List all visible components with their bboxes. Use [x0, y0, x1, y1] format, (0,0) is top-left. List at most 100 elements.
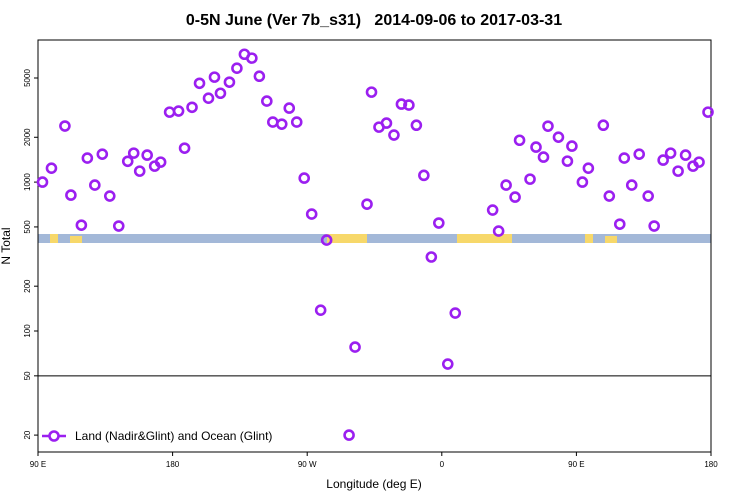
legend-marker — [48, 430, 60, 442]
band-land — [457, 234, 512, 243]
point — [418, 169, 430, 182]
point — [672, 165, 684, 177]
point — [314, 304, 327, 316]
point — [36, 176, 49, 188]
point — [81, 152, 94, 164]
x-axis-label: Longitude (deg E) — [326, 477, 421, 491]
point — [163, 106, 176, 118]
point — [509, 191, 521, 203]
y-tick-label: 200 — [23, 279, 32, 293]
point — [664, 147, 677, 159]
point — [449, 307, 462, 319]
point — [186, 101, 198, 114]
point — [395, 98, 408, 110]
point — [633, 148, 646, 160]
point — [65, 189, 77, 201]
point — [267, 116, 279, 128]
point — [625, 179, 638, 191]
point — [202, 92, 215, 104]
point — [141, 149, 153, 161]
point — [657, 154, 669, 166]
band — [38, 234, 711, 243]
point — [154, 156, 167, 168]
band-land — [605, 236, 617, 243]
point — [112, 220, 125, 232]
point — [45, 162, 58, 174]
point — [492, 225, 505, 237]
point — [693, 156, 705, 168]
band-land — [50, 234, 58, 243]
point — [121, 155, 134, 168]
legend-label: Land (Nadir&Glint) and Ocean (Glint) — [75, 429, 272, 443]
point — [298, 172, 311, 184]
point — [208, 71, 221, 83]
point — [582, 162, 595, 174]
point — [561, 155, 574, 167]
point — [172, 105, 185, 117]
point — [59, 120, 71, 132]
point — [75, 219, 88, 231]
band-land — [585, 234, 593, 243]
point — [103, 190, 116, 202]
point — [530, 141, 542, 153]
point — [702, 106, 714, 118]
y-tick-label: 1000 — [23, 173, 32, 191]
point — [275, 118, 288, 130]
point — [365, 86, 378, 98]
point — [524, 173, 536, 185]
x-tick-label: 180 — [704, 460, 718, 469]
point — [648, 220, 660, 232]
point — [552, 131, 565, 143]
point — [349, 341, 361, 353]
x-tick-label: 180 — [166, 460, 180, 469]
x-tick-label: 90 W — [298, 460, 317, 469]
point — [603, 190, 616, 202]
y-tick-label: 500 — [23, 220, 32, 234]
surface-band — [38, 234, 711, 243]
point — [214, 87, 227, 100]
point — [410, 119, 423, 132]
point — [283, 102, 296, 114]
point — [223, 76, 236, 88]
point — [193, 77, 206, 90]
point — [486, 204, 499, 216]
y-tick-label: 50 — [23, 371, 32, 380]
x-tick-label: 90 E — [30, 460, 46, 469]
point — [388, 129, 400, 141]
point — [597, 119, 610, 132]
y-tick-label: 5000 — [23, 69, 32, 87]
point — [89, 179, 101, 191]
x-tick-label: 90 E — [568, 460, 584, 469]
band-land — [70, 236, 82, 243]
point — [96, 148, 109, 160]
point — [380, 117, 393, 129]
point — [500, 179, 512, 191]
point — [433, 217, 445, 229]
y-axis-label: N Total — [0, 227, 13, 264]
point — [343, 429, 355, 441]
point — [566, 140, 578, 152]
point — [441, 358, 454, 370]
y-tick-label: 100 — [23, 324, 32, 338]
point — [253, 70, 266, 83]
point — [361, 198, 373, 210]
point — [642, 190, 654, 202]
point — [133, 165, 146, 177]
chart-title: 0-5N June (Ver 7b_s31) 2014-09-06 to 201… — [186, 12, 562, 29]
point — [320, 234, 333, 246]
point — [576, 176, 589, 188]
band-land — [327, 234, 367, 243]
y-tick-label: 20 — [23, 430, 32, 439]
x-tick-label: 0 — [440, 460, 445, 469]
point — [425, 251, 438, 263]
point — [178, 142, 191, 154]
point — [261, 95, 273, 107]
point — [542, 120, 554, 132]
point — [513, 134, 526, 147]
point — [613, 218, 626, 230]
point — [127, 147, 140, 159]
point — [246, 52, 258, 64]
point — [679, 149, 692, 161]
y-tick-label: 2000 — [23, 128, 32, 146]
